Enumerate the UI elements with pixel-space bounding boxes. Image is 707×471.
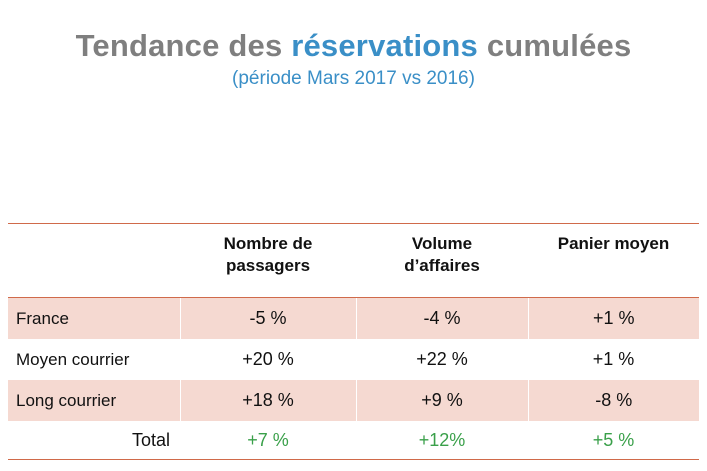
cell-value: +20 % (242, 349, 294, 369)
header-empty (8, 223, 180, 298)
cell-value: +9 % (355, 380, 528, 421)
cell-value: -8 % (527, 380, 699, 421)
row-label: France (8, 297, 180, 339)
header-line: passagers (225, 256, 311, 275)
title-text-end: cumulées (478, 28, 632, 63)
table-row: France -5 % -4 % +1 % (8, 297, 699, 339)
table-row: Long courrier +18 % +9 % -8 % (8, 380, 699, 421)
title-text-start: Tendance des (75, 28, 292, 63)
cell-value: +1 % (527, 297, 699, 339)
header-line: Panier moyen (557, 234, 670, 253)
total-row: Total +7 % +12% +5 % (8, 421, 699, 460)
cell-value: +18 % (179, 380, 356, 421)
total-label: Total (131, 429, 170, 450)
total-value: +5 % (592, 429, 635, 450)
row-label: Moyen courrier (16, 349, 130, 369)
cell-value: +22 % (416, 349, 468, 369)
title-accent-word: réservations (291, 28, 478, 63)
cell-value: -4 % (355, 297, 528, 339)
page-title: Tendance des réservations cumulées (0, 28, 707, 64)
total-value: +12% (418, 429, 466, 450)
row-label: Long courrier (8, 380, 180, 421)
header-business-volume: Volume d’affaires (356, 223, 528, 298)
page-subtitle: (période Mars 2017 vs 2016) (232, 68, 475, 89)
table-header-row: Nombre de passagers Volume d’affaires Pa… (8, 223, 699, 298)
header-line: Nombre de (223, 234, 313, 253)
header-line: Volume (411, 234, 473, 253)
bookings-trend-table: Nombre de passagers Volume d’affaires Pa… (8, 223, 699, 460)
cell-value: +1 % (592, 349, 635, 369)
total-value: +7 % (247, 429, 289, 450)
cell-value: -5 % (179, 297, 356, 339)
header-passengers: Nombre de passagers (180, 223, 356, 298)
header-line: d’affaires (404, 256, 480, 275)
table-row: Moyen courrier +20 % +22 % +1 % (8, 339, 699, 380)
header-average-basket: Panier moyen (528, 223, 699, 298)
